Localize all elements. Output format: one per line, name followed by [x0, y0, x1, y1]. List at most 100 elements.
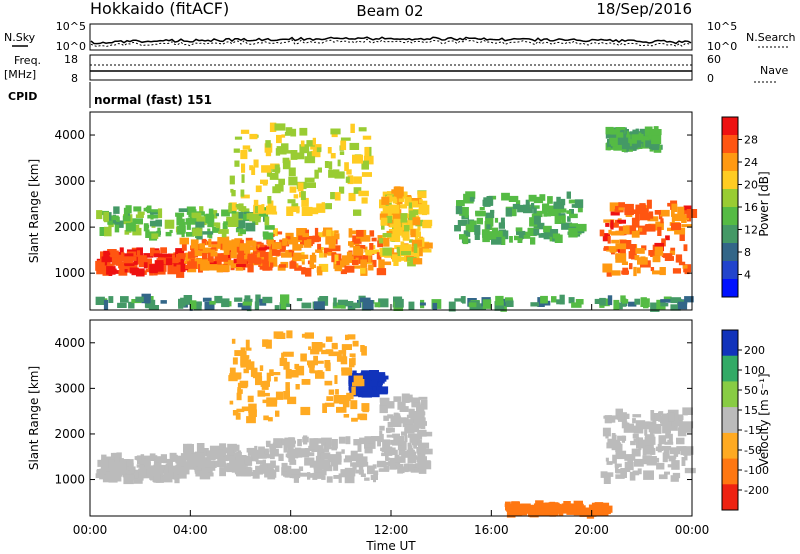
data-cell — [296, 152, 305, 160]
data-cell — [352, 260, 359, 265]
data-cell — [531, 213, 543, 218]
data-cell — [571, 204, 579, 208]
data-cell — [409, 209, 419, 215]
data-cell — [286, 236, 291, 240]
data-cell — [490, 209, 495, 214]
data-cell — [400, 251, 411, 256]
data-cell — [684, 452, 688, 461]
data-cell — [603, 219, 613, 223]
data-cell — [432, 302, 438, 310]
data-cell — [551, 296, 557, 303]
data-cell — [298, 466, 304, 471]
data-cell — [227, 449, 234, 458]
data-cell — [423, 448, 433, 455]
data-cell — [301, 333, 309, 338]
data-cell — [234, 350, 242, 356]
data-cell — [379, 213, 388, 220]
freq-panel-frame — [89, 54, 693, 81]
data-cell — [265, 339, 272, 349]
data-cell — [321, 349, 331, 355]
data-cell — [209, 261, 217, 267]
data-cell — [229, 373, 237, 381]
data-cell — [162, 475, 173, 483]
data-cell — [309, 367, 315, 373]
data-cell — [222, 447, 229, 454]
data-cell — [677, 301, 688, 310]
data-cell — [142, 456, 151, 466]
data-cell — [210, 251, 218, 257]
data-cell — [202, 253, 208, 260]
data-cell — [614, 209, 624, 213]
data-cell — [130, 468, 135, 474]
data-cell — [317, 232, 326, 238]
data-cell — [333, 395, 345, 404]
data-cell — [610, 146, 621, 150]
data-cell — [275, 391, 284, 400]
data-cell — [276, 146, 287, 155]
data-cell — [229, 400, 234, 405]
data-cell — [281, 352, 285, 360]
data-cell — [268, 169, 272, 177]
data-cell — [651, 134, 662, 145]
data-cell — [418, 442, 430, 449]
data-cell — [318, 263, 329, 272]
data-cell — [571, 302, 582, 308]
data-cell — [684, 411, 688, 416]
data-cell — [602, 233, 611, 242]
data-cell — [290, 206, 300, 212]
data-cell — [271, 249, 281, 256]
data-cell — [640, 298, 650, 307]
data-cell — [125, 205, 132, 214]
data-cell — [211, 244, 222, 249]
data-cell — [397, 401, 406, 410]
data-cell — [643, 470, 654, 480]
data-cell — [389, 223, 397, 228]
data-cell — [240, 359, 251, 368]
data-cell — [625, 225, 637, 235]
data-cell — [647, 216, 659, 222]
data-cell — [454, 298, 463, 302]
data-cell — [394, 457, 403, 463]
data-cell — [199, 206, 204, 215]
data-cell — [132, 218, 143, 225]
data-cell — [360, 259, 368, 268]
data-cell — [554, 234, 563, 243]
data-cell — [400, 241, 405, 251]
data-cell — [334, 267, 343, 272]
data-cell — [168, 465, 179, 475]
data-cell — [539, 194, 546, 201]
data-cell — [658, 474, 668, 480]
data-cell — [500, 217, 505, 228]
data-cell — [629, 139, 639, 144]
data-cell — [658, 411, 664, 416]
data-cell — [124, 230, 130, 235]
data-cell — [200, 448, 209, 457]
data-cell — [682, 446, 694, 455]
data-cell — [287, 465, 292, 476]
data-cell — [684, 268, 690, 275]
nsky-trace — [90, 36, 692, 45]
data-cell — [184, 461, 190, 471]
data-cell — [638, 442, 642, 451]
data-cell — [448, 301, 456, 312]
data-cell — [316, 147, 322, 153]
data-cell — [321, 475, 326, 480]
data-cell — [455, 206, 463, 215]
data-cell — [580, 503, 584, 509]
colorbar-tick-label: -200 — [744, 484, 769, 497]
data-cell — [334, 171, 345, 179]
nsearch-label: N.Search — [746, 31, 796, 44]
data-cell — [518, 234, 524, 240]
data-cell — [240, 189, 245, 197]
data-cell — [383, 401, 395, 409]
data-cell — [605, 222, 610, 227]
data-cell — [670, 297, 681, 304]
data-cell — [345, 176, 350, 183]
data-cell — [311, 447, 320, 452]
data-cell — [108, 459, 119, 469]
data-cell — [281, 252, 292, 258]
data-cell — [402, 419, 413, 428]
data-cell — [151, 250, 160, 254]
data-cell — [217, 449, 226, 456]
y-tick-label: 3000 — [54, 381, 85, 395]
